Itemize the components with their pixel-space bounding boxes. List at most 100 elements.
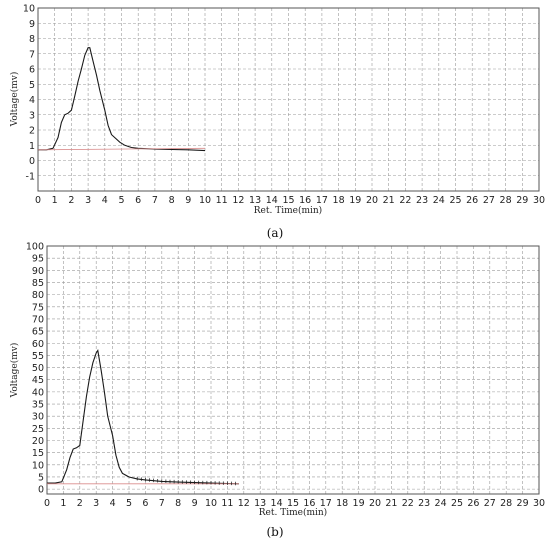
chart-b-series — [47, 349, 239, 486]
chart-a-y-tick-label: 3 — [29, 110, 35, 121]
chart-a-x-tick-label: 25 — [449, 195, 461, 206]
chart-a-series — [37, 47, 206, 152]
chart-b-x-tick-label: 13 — [254, 498, 266, 509]
chart-a-x-tick-label: 18 — [333, 195, 345, 206]
chart-a-baseline-line — [37, 147, 206, 151]
chart-b-x-tick-label: 23 — [418, 498, 430, 509]
chart-b-x-tick-label: 27 — [484, 498, 496, 509]
chart-a-y-tick-label: 5 — [29, 80, 35, 91]
chart-b-x-tick-label: 12 — [238, 498, 250, 509]
chart-b-caption: (b) — [266, 525, 283, 539]
chart-b-x-tick-label: 8 — [175, 498, 181, 509]
chart-b-x-tick-label: 10 — [205, 498, 217, 509]
chart-a-y-tick-label: 0 — [29, 156, 35, 167]
chart-a-x-tick-label: 23 — [416, 195, 428, 206]
chart-b-y-tick-label: 75 — [32, 302, 44, 313]
chart-a-y-tick-label: 6 — [29, 65, 35, 76]
chart-b-grid — [47, 246, 539, 494]
chart-b-x-tick-label: 11 — [221, 498, 233, 509]
chart-a-x-tick-label: 10 — [199, 195, 211, 206]
chart-b-x-axis-title: Ret. Time(min) — [259, 507, 327, 518]
chart-a-x-tick-label: 11 — [216, 195, 228, 206]
chart-b-x-ticks: 0 1 2 3 4 5 6 7 8 9 10 11 12 13 14 15 16 17 18 19 20 21 22 23 24… — [44, 498, 545, 509]
chart-b-x-tick-label: 2 — [77, 498, 83, 509]
chart-a-x-tick-label: 21 — [383, 195, 395, 206]
chart-b-x-tick-label: 3 — [93, 498, 99, 509]
chart-a-x-axis-title: Ret. Time(min) — [254, 205, 322, 216]
chart-b-y-tick-label: 100 — [26, 242, 44, 253]
chart-b-x-tick-label: 1 — [60, 498, 66, 509]
chart-a-caption: (a) — [267, 226, 284, 240]
chart-a-x-tick-label: 30 — [533, 195, 545, 206]
chart-a-x-tick-label: 28 — [500, 195, 512, 206]
chart-b-x-tick-label: 15 — [287, 498, 299, 509]
chart-a-y-tick-label: 8 — [29, 34, 35, 45]
chart-b-y-tick-label: 50 — [32, 363, 44, 374]
chart-b-x-tick-label: 19 — [353, 498, 365, 509]
chart-a-y-tick-label: 7 — [29, 49, 35, 60]
chart-b-y-tick-label: 15 — [32, 448, 44, 459]
chart-b-x-tick-label: 29 — [517, 498, 529, 509]
chart-a-x-tick-label: 14 — [266, 195, 278, 206]
chart-a-x-tick-label: 16 — [299, 195, 311, 206]
chart-b: 0510152025303540455055606570758085909510… — [9, 242, 545, 540]
chart-a-x-tick-label: 6 — [135, 195, 141, 206]
chart-b-x-tick-label: 7 — [159, 498, 165, 509]
chart-b-y-tick-label: 85 — [32, 278, 44, 289]
chart-a-y-tick-label: 4 — [29, 95, 35, 106]
chart-b-y-tick-label: 70 — [32, 314, 44, 325]
chart-a-grid — [38, 8, 539, 191]
chart-a-x-tick-label: 24 — [433, 195, 445, 206]
chart-b-y-axis-title: Voltage(mv) — [9, 343, 20, 399]
chart-b-x-tick-label: 16 — [303, 498, 315, 509]
chart-a-x-tick-label: 5 — [118, 195, 124, 206]
chart-a-y-ticks: -1 0 1 2 3 4 5 6 7 8 9 10 — [23, 4, 35, 183]
chart-b-x-tick-label: 4 — [110, 498, 116, 509]
chart-a-x-tick-label: 12 — [232, 195, 244, 206]
chart-b-x-tick-label: 24 — [435, 498, 447, 509]
chart-b-chromatogram-line — [47, 349, 239, 485]
chart-b-y-tick-label: 55 — [32, 351, 44, 362]
chart-b-x-tick-label: 22 — [402, 498, 414, 509]
chart-b-y-tick-label: 30 — [32, 412, 44, 423]
chart-b-y-tick-label: 40 — [32, 387, 44, 398]
chart-b-y-tick-label: 90 — [32, 266, 44, 277]
chart-a-x-tick-label: 4 — [102, 195, 108, 206]
chart-b-y-tick-label: 20 — [32, 436, 44, 447]
chart-b-y-tick-label: 60 — [32, 339, 44, 350]
chart-a-y-tick-label: 2 — [29, 126, 35, 137]
chart-a-x-tick-label: 27 — [483, 195, 495, 206]
chart-b-x-tick-label: 17 — [320, 498, 332, 509]
chart-a-plot-frame — [37, 7, 540, 192]
chart-b-x-tick-label: 5 — [126, 498, 132, 509]
chart-b-y-tick-label: 0 — [38, 485, 44, 496]
chart-a-x-tick-label: 0 — [35, 195, 41, 206]
chart-a-y-tick-label: 9 — [29, 19, 35, 30]
chart-a-x-tick-label: 1 — [52, 195, 58, 206]
chart-a-x-tick-label: 29 — [516, 195, 528, 206]
chart-b-y-tick-label: 5 — [38, 472, 44, 483]
chart-b-x-tick-label: 25 — [451, 498, 463, 509]
chart-a-y-tick-label: 1 — [29, 141, 35, 152]
chart-b-x-tick-label: 21 — [385, 498, 397, 509]
chart-b-y-tick-label: 25 — [32, 424, 44, 435]
chart-a-x-tick-label: 19 — [349, 195, 361, 206]
chart-b-x-tick-label: 0 — [44, 498, 50, 509]
chart-a-y-tick-label: 10 — [23, 4, 35, 15]
chart-b-x-tick-label: 30 — [533, 498, 545, 509]
chart-a-x-tick-label: 3 — [85, 195, 91, 206]
chart-a-x-tick-label: 26 — [466, 195, 478, 206]
chart-b-y-tick-label: 95 — [32, 254, 44, 265]
chart-b-x-tick-label: 9 — [192, 498, 198, 509]
chart-b-y-tick-label: 45 — [32, 375, 44, 386]
chart-b-x-tick-label: 6 — [142, 498, 148, 509]
chart-a-y-tick-label: -1 — [26, 171, 35, 182]
chart-a-x-tick-label: 8 — [169, 195, 175, 206]
chart-a-x-tick-label: 15 — [282, 195, 294, 206]
chart-a-x-tick-label: 7 — [152, 195, 158, 206]
chart-a-x-tick-label: 13 — [249, 195, 261, 206]
chart-b-y-tick-label: 65 — [32, 327, 44, 338]
